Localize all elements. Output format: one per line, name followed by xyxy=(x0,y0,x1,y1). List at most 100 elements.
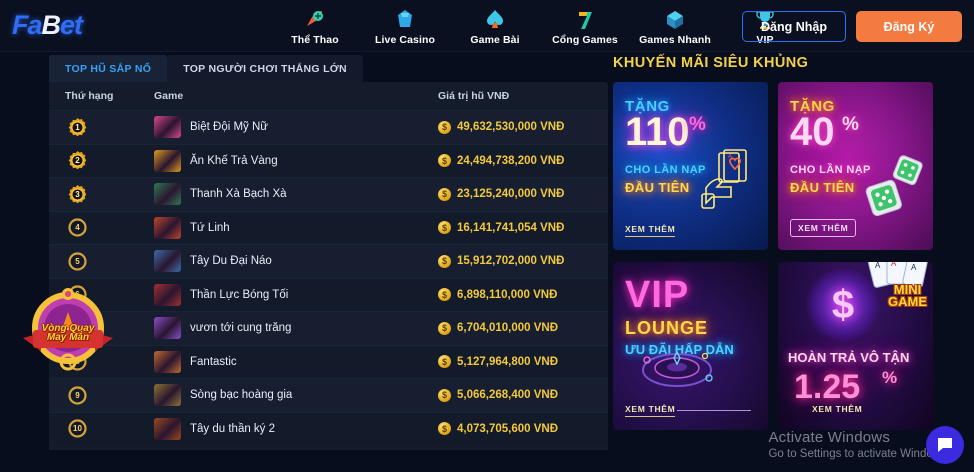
wheel-line-2: May Mắn xyxy=(46,332,90,343)
jackpot-table: Thứ hạng Game Giá trị hũ VNĐ 1 Biệt Đội M… xyxy=(49,82,608,450)
promo-line-1: HOÀN TRẢ VÔ TẬN xyxy=(788,350,910,365)
rank-badge-icon: 2 xyxy=(68,151,87,170)
nav-item-game-bai[interactable]: Game Bài xyxy=(462,6,528,46)
wheel-line-1: Vòng Quay xyxy=(41,322,95,334)
trophy-icon xyxy=(756,10,774,29)
rank-badge-icon: 5 xyxy=(68,252,87,271)
logo-part-3: et xyxy=(60,10,83,40)
promo-give-label: TẶNG xyxy=(625,98,670,115)
promo-card-110-bonus[interactable]: TẶNG 110 % CHO LẦN NẠP ĐẦU TIÊN A XEM TH… xyxy=(613,82,768,250)
game-thumbnail xyxy=(154,283,181,306)
jackpot-value: 6,704,010,000 VNĐ xyxy=(457,322,559,335)
rocket-ball-icon xyxy=(307,10,323,26)
game-name: Sòng bạc hoàng gia xyxy=(190,389,293,402)
nav-label: Games Nhanh xyxy=(639,33,711,46)
value-cell: $5,127,964,800 VNĐ xyxy=(438,355,608,369)
jackpot-value: 49,632,530,000 VNĐ xyxy=(457,121,565,134)
jackpot-value: 15,912,702,000 VNĐ xyxy=(457,255,565,268)
register-button[interactable]: Đăng Ký xyxy=(856,11,962,42)
seven-icon xyxy=(579,11,592,29)
rank-cell: 5 xyxy=(49,252,154,271)
rank-cell: 3 xyxy=(49,184,154,204)
windows-activation-watermark: Activate Windows Go to Settings to activ… xyxy=(768,429,950,460)
nav-item-the-thao[interactable]: Thể Thao xyxy=(282,6,348,46)
nav-item-cong-games[interactable]: Cổng Games xyxy=(552,6,618,46)
nav-item-games-nhanh[interactable]: Games Nhanh xyxy=(639,6,711,46)
table-row[interactable]: 10 Tây du thần ký 2 $4,073,705,600 VNĐ xyxy=(49,411,608,445)
rank-badge-icon: 1 xyxy=(68,117,87,137)
rank-badge-icon: 10 xyxy=(68,419,87,438)
promo-card-vip-lounge[interactable]: VIP LOUNGE ƯU ĐÃI HẤP DẪN XEM THÊM xyxy=(613,262,768,430)
promo-cta[interactable]: XEM THÊM xyxy=(812,404,863,414)
promo-cta[interactable]: XEM THÊM xyxy=(625,224,676,237)
mini-badge-line-1: MINI xyxy=(893,282,922,297)
game-name: Tây du thần ký 2 xyxy=(190,422,276,435)
promo-percent: % xyxy=(882,368,898,387)
promo-amount: 1.25 xyxy=(794,368,861,406)
promo-line-1: LOUNGE xyxy=(625,318,709,338)
game-name: Tứ Linh xyxy=(190,221,230,234)
svg-text:A: A xyxy=(911,263,917,272)
game-name: Ăn Khế Trả Vàng xyxy=(190,154,278,167)
table-row[interactable]: 2 Ăn Khế Trả Vàng $24,494,738,200 VNĐ xyxy=(49,143,608,177)
watermark-title: Activate Windows xyxy=(768,429,891,446)
game-cell: Thanh Xà Bạch Xà xyxy=(154,183,438,206)
game-thumbnail xyxy=(154,216,181,239)
coin-icon: $ xyxy=(438,422,451,436)
table-row[interactable]: 5 Tây Du Đại Náo $15,912,702,000 VNĐ xyxy=(49,244,608,278)
column-header-rank: Thứ hạng xyxy=(65,90,114,102)
chat-bubble-icon xyxy=(938,438,952,452)
jackpot-value: 5,127,964,800 VNĐ xyxy=(457,355,559,368)
promo-card-cashback[interactable]: $ A A A MINI GAME HOÀN TRẢ VÔ TẬN xyxy=(778,262,933,430)
table-row[interactable]: 8Fantastic$5,127,964,800 VNĐ xyxy=(49,344,608,378)
rank-badge-icon: 3 xyxy=(68,184,87,204)
nav-label: Game Bài xyxy=(470,33,520,46)
game-name: Fantastic xyxy=(190,355,237,368)
jackpot-value: 4,073,705,600 VNĐ xyxy=(457,422,559,435)
promo-cta[interactable]: XEM THÊM xyxy=(790,219,857,237)
table-row[interactable]: 1 Biệt Đội Mỹ Nữ $49,632,530,000 VNĐ xyxy=(49,110,608,144)
lucky-wheel-badge[interactable]: Vòng Quay May Mắn xyxy=(19,282,117,374)
chat-widget-button[interactable] xyxy=(926,426,964,464)
nav-label: Live Casino xyxy=(374,33,436,46)
promo-card-40-bonus[interactable]: TẶNG 40 % CHO LẦN NẠP ĐẦU TIÊN xyxy=(778,82,933,250)
game-thumbnail xyxy=(154,384,181,407)
tab-top-hu-sap-no[interactable]: TOP HŨ SẮP NỔ xyxy=(49,55,168,82)
casino-chip-icon xyxy=(398,9,412,27)
table-row[interactable]: 7vươn tới cung trăng$6,704,010,000 VNĐ xyxy=(49,311,608,345)
promo-vip-title: VIP xyxy=(625,274,690,316)
promo-percent: % xyxy=(689,114,706,135)
table-row[interactable]: 9 Sòng bạc hoàng gia $5,066,268,400 VNĐ xyxy=(49,378,608,412)
promo-cta[interactable]: XEM THÊM xyxy=(625,404,753,417)
rank-cell: 4 xyxy=(49,218,154,237)
game-cell: Thần Lực Bóng Tối xyxy=(154,283,438,306)
nav-label: Thể Thao xyxy=(291,33,339,46)
game-cell: Ăn Khế Trả Vàng xyxy=(154,149,438,172)
logo-part-1: Fa xyxy=(12,10,42,40)
game-cell: Tây Du Đại Náo xyxy=(154,250,438,273)
table-row[interactable]: 4 Tứ Linh $16,141,741,054 VNĐ xyxy=(49,210,608,244)
rank-number: 4 xyxy=(75,223,80,233)
coin-icon: $ xyxy=(438,154,451,168)
nav-item-vip[interactable]: VIP xyxy=(732,6,798,46)
nav-label: Cổng Games xyxy=(552,33,618,46)
nav-item-live-casino[interactable]: Live Casino xyxy=(372,6,438,46)
lucky-wheel-text: Vòng Quay May Mắn xyxy=(21,318,115,348)
column-header-value: Giá trị hũ VNĐ xyxy=(438,90,510,102)
promo-amount: 110 xyxy=(625,110,690,154)
table-row[interactable]: 6Thần Lực Bóng Tối$6,898,110,000 VNĐ xyxy=(49,277,608,311)
value-cell: $49,632,530,000 VNĐ xyxy=(438,120,608,134)
game-thumbnail xyxy=(154,250,181,273)
coin-icon: $ xyxy=(438,221,451,235)
rank-cell: 9 xyxy=(49,386,154,405)
jackpot-value: 6,898,110,000 VNĐ xyxy=(457,288,558,301)
mini-game-cards-icon: A A A xyxy=(868,262,928,288)
tab-top-nguoi-choi-thang-lon[interactable]: TOP NGƯỜI CHƠI THẮNG LỚN xyxy=(167,55,363,82)
dice-icon xyxy=(865,155,923,217)
login-button[interactable]: Đăng Nhập xyxy=(742,11,846,42)
coin-icon: $ xyxy=(438,288,451,302)
table-row[interactable]: 3 Thanh Xà Bạch Xà $23,125,240,000 VNĐ xyxy=(49,177,608,211)
panel-tabs: TOP HŨ SẮP NỔ TOP NGƯỜI CHƠI THẮNG LỚN xyxy=(49,55,608,82)
